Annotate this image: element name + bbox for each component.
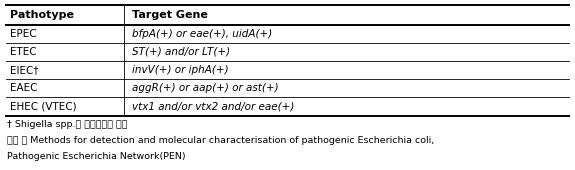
Text: vtx1 and/or vtx2 and/or eae(+): vtx1 and/or vtx2 and/or eae(+): [132, 101, 294, 112]
Text: aggR(+) or aap(+) or ast(+): aggR(+) or aap(+) or ast(+): [132, 83, 279, 93]
Text: Pathogenic Escherichia Network(PEN): Pathogenic Escherichia Network(PEN): [7, 152, 186, 161]
Text: bfpA(+) or eae(+), uidA(+): bfpA(+) or eae(+), uidA(+): [132, 29, 273, 39]
Text: Pathotype: Pathotype: [10, 10, 74, 20]
Text: 출처 ： Methods for detection and molecular characterisation of pathogenic Escheric: 출처 ： Methods for detection and molecular…: [7, 136, 434, 145]
Text: EPEC: EPEC: [10, 29, 37, 39]
Text: ETEC: ETEC: [10, 47, 37, 57]
Text: EIEC†: EIEC†: [10, 65, 39, 75]
Text: Target Gene: Target Gene: [132, 10, 208, 20]
Text: † Shigella spp.와 유전적으로 유사: † Shigella spp.와 유전적으로 유사: [7, 120, 128, 129]
Text: ST(+) and/or LT(+): ST(+) and/or LT(+): [132, 47, 231, 57]
Text: EHEC (VTEC): EHEC (VTEC): [10, 101, 77, 112]
Text: EAEC: EAEC: [10, 83, 38, 93]
Text: invV(+) or iphA(+): invV(+) or iphA(+): [132, 65, 229, 75]
